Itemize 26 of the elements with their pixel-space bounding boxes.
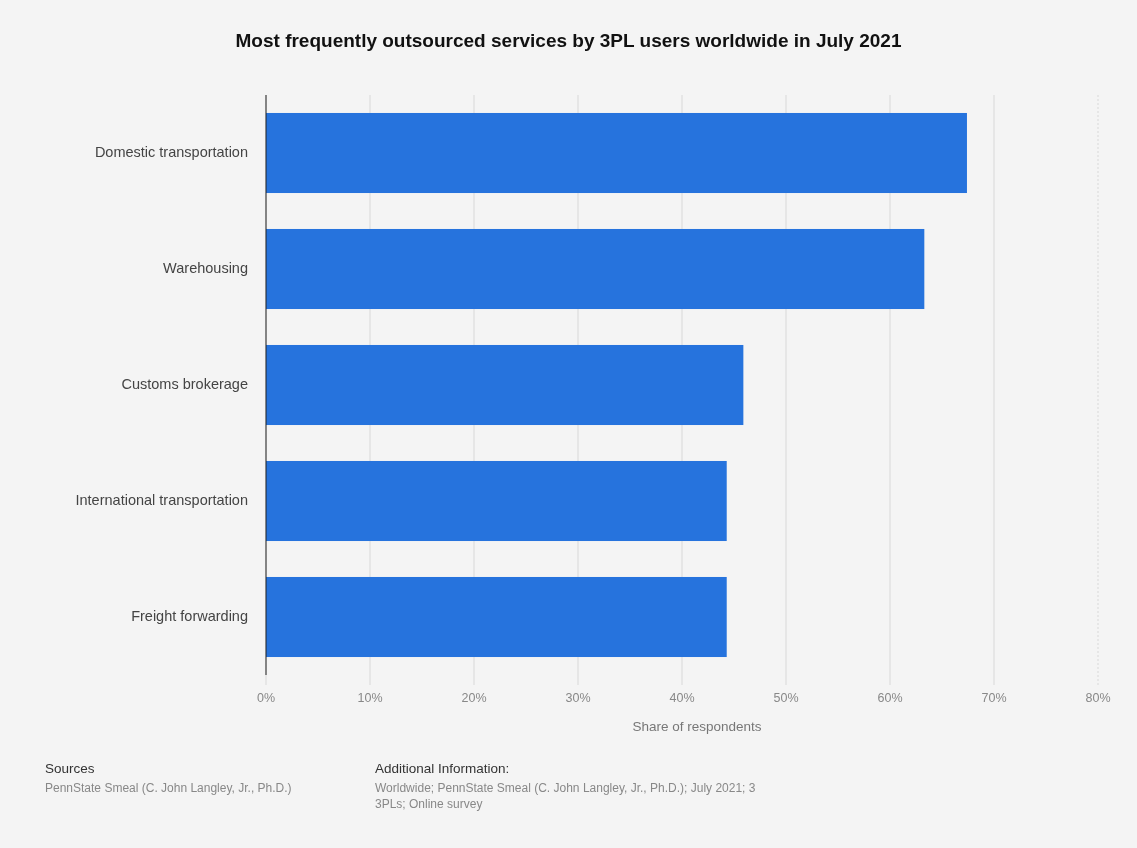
bar xyxy=(266,344,744,426)
chart-title: Most frequently outsourced services by 3PL users worldwide in July 2021 xyxy=(235,30,902,51)
y-tick-label: Customs brokerage xyxy=(121,375,248,392)
y-tick-label: Warehousing xyxy=(163,259,248,276)
text: Additional Information: xyxy=(375,761,510,776)
x-tick-label: 20% xyxy=(461,691,487,705)
bar xyxy=(266,576,727,658)
bar xyxy=(266,460,727,542)
text: Worldwide; PennState Smeal (C. John Langley, Jr., Ph.D.); July 2021; 3 xyxy=(375,781,756,795)
x-tick-label: 60% xyxy=(877,691,903,705)
bar xyxy=(266,112,967,194)
x-tick-label: 40% xyxy=(669,691,695,705)
x-tick-label: 0% xyxy=(256,691,276,705)
x-tick-label: 50% xyxy=(773,691,799,705)
y-tick-label: International transportation xyxy=(75,491,248,508)
text: 3PLs; Online survey xyxy=(375,797,483,811)
x-tick-label: 70% xyxy=(981,691,1007,705)
x-axis-title: Share of respondents xyxy=(632,719,762,734)
x-tick-label: 10% xyxy=(357,691,383,705)
x-tick-label: 80% xyxy=(1085,691,1111,705)
y-tick-label: Domestic transportation xyxy=(94,143,248,160)
y-tick-label: Freight forwarding xyxy=(131,607,248,624)
x-tick-label: 30% xyxy=(565,691,591,705)
text: PennState Smeal (C. John Langley, Jr., Ph.D.) xyxy=(45,781,292,795)
text: Sources xyxy=(45,761,95,776)
bar xyxy=(266,228,925,310)
